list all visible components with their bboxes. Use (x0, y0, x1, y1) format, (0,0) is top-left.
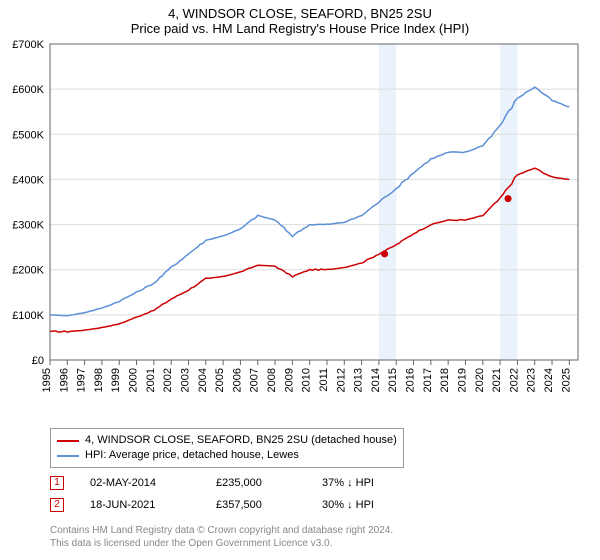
sales-row-delta: 37% ↓ HPI (322, 477, 374, 489)
sale-marker-dot (505, 195, 512, 202)
series-hpi (50, 87, 569, 316)
y-tick-label: £600K (12, 84, 44, 96)
chart-title: 4, WINDSOR CLOSE, SEAFORD, BN25 2SU (0, 0, 600, 21)
sales-row-date: 18-JUN-2021 (90, 499, 190, 511)
legend-item: HPI: Average price, detached house, Lewe… (57, 448, 397, 463)
x-tick-label: 2023 (526, 368, 538, 392)
y-tick-label: £700K (12, 40, 44, 51)
legend-swatch (57, 440, 79, 442)
legend-label: HPI: Average price, detached house, Lewe… (85, 448, 299, 463)
x-tick-label: 1998 (93, 368, 105, 392)
x-tick-label: 2009 (283, 368, 295, 392)
sales-row-date: 02-MAY-2014 (90, 477, 190, 489)
x-tick-label: 2024 (543, 368, 555, 392)
x-tick-label: 2001 (145, 368, 157, 392)
x-tick-label: 2011 (318, 368, 330, 392)
x-tick-label: 2025 (560, 368, 572, 392)
x-tick-label: 2000 (128, 368, 140, 392)
sales-row-price: £357,500 (216, 499, 296, 511)
legend-swatch (57, 455, 79, 457)
x-tick-label: 1997 (76, 368, 88, 392)
attribution-line2: This data is licensed under the Open Gov… (50, 537, 393, 550)
x-tick-label: 2004 (197, 368, 209, 392)
x-tick-label: 2018 (439, 368, 451, 392)
sales-row-price: £235,000 (216, 477, 296, 489)
legend-label: 4, WINDSOR CLOSE, SEAFORD, BN25 2SU (det… (85, 433, 397, 448)
x-tick-label: 1999 (110, 368, 122, 392)
x-tick-label: 2020 (474, 368, 486, 392)
x-tick-label: 2013 (353, 368, 365, 392)
x-tick-label: 2008 (266, 368, 278, 392)
sale-marker-dot (381, 250, 388, 257)
x-tick-label: 2016 (405, 368, 417, 392)
sales-row-delta: 30% ↓ HPI (322, 499, 374, 511)
x-tick-label: 2002 (162, 368, 174, 392)
x-tick-label: 2006 (231, 368, 243, 392)
x-tick-label: 2012 (335, 368, 347, 392)
x-tick-label: 2003 (179, 368, 191, 392)
x-tick-label: 2007 (249, 368, 261, 392)
x-tick-label: 2010 (301, 368, 313, 392)
attribution: Contains HM Land Registry data © Crown c… (50, 524, 393, 550)
line-chart: £0 £100K £200K £300K £400K £500K £600K £700K 199… (0, 40, 600, 420)
x-tick-label: 2015 (387, 368, 399, 392)
y-tick-label: £100K (12, 310, 44, 322)
sales-row: 2 18-JUN-2021 £357,500 30% ↓ HPI (50, 494, 374, 516)
legend-item: 4, WINDSOR CLOSE, SEAFORD, BN25 2SU (det… (57, 433, 397, 448)
y-tick-label: £500K (12, 129, 44, 141)
legend: 4, WINDSOR CLOSE, SEAFORD, BN25 2SU (det… (50, 428, 404, 468)
y-tick-label: £200K (12, 265, 44, 277)
x-tick-label: 2005 (214, 368, 226, 392)
x-tick-label: 1996 (58, 368, 70, 392)
y-tick-label: £0 (32, 355, 44, 367)
attribution-line1: Contains HM Land Registry data © Crown c… (50, 524, 393, 537)
series-price_paid (50, 168, 569, 332)
sales-row-marker: 1 (50, 476, 64, 490)
chart-root: 4, WINDSOR CLOSE, SEAFORD, BN25 2SU Pric… (0, 0, 600, 560)
sales-row: 1 02-MAY-2014 £235,000 37% ↓ HPI (50, 472, 374, 494)
x-tick-label: 2014 (370, 368, 382, 392)
x-tick-label: 1995 (41, 368, 53, 392)
sales-row-marker: 2 (50, 498, 64, 512)
x-tick-label: 2017 (422, 368, 434, 392)
y-tick-label: £400K (12, 174, 44, 186)
chart-subtitle: Price paid vs. HM Land Registry's House … (0, 21, 600, 40)
x-tick-label: 2022 (508, 368, 520, 392)
x-tick-label: 2019 (456, 368, 468, 392)
x-tick-label: 2021 (491, 368, 503, 392)
y-tick-label: £300K (12, 220, 44, 232)
sales-table: 1 02-MAY-2014 £235,000 37% ↓ HPI 2 18-JUN-202… (50, 472, 374, 516)
